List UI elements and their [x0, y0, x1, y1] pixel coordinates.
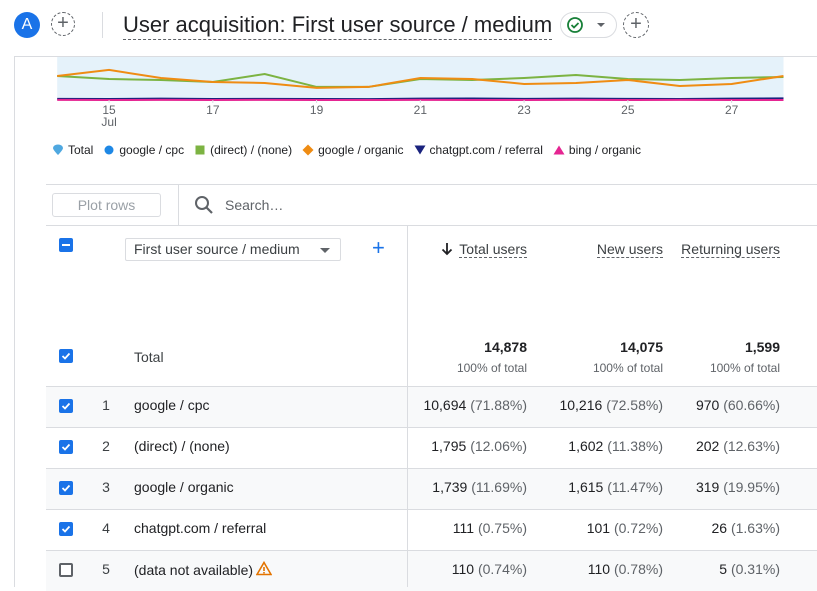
metric-value: 110 — [588, 561, 610, 577]
dimension-label: First user source / medium — [134, 241, 300, 257]
metric-value: 1,615 — [568, 479, 603, 495]
row-name-text: google / organic — [134, 479, 234, 495]
sort-arrow — [441, 242, 453, 256]
metric-cell: 1,615 (11.47%) — [568, 479, 663, 495]
metric-cell: 110 (0.74%) — [452, 561, 527, 577]
total-value: 14,878 — [484, 339, 527, 355]
row-name-text: google / cpc — [134, 397, 210, 413]
row-index: 1 — [94, 397, 118, 413]
metric-share: (12.06%) — [470, 438, 527, 454]
column-header[interactable]: Total users — [417, 239, 527, 259]
add-dimension[interactable]: + — [372, 236, 385, 260]
metric-cell: 1,795 (12.06%) — [431, 438, 527, 454]
caret — [320, 248, 330, 254]
checkbox[interactable] — [59, 238, 73, 252]
metric-share: (0.72%) — [614, 520, 663, 536]
column-title: New users — [597, 241, 663, 258]
row-name: google / organic — [134, 479, 234, 495]
checkbox[interactable] — [59, 399, 73, 413]
metric-cell: 26 (1.63%) — [712, 520, 781, 536]
metric-share: (11.47%) — [607, 479, 663, 495]
checkbox[interactable] — [59, 563, 73, 577]
row-name-text: (direct) / (none) — [134, 438, 230, 454]
metric-share: (72.58%) — [606, 397, 663, 413]
metric-cell: 5 (0.31%) — [719, 561, 780, 577]
checkbox[interactable] — [59, 440, 73, 454]
metric-share: (0.75%) — [478, 520, 527, 536]
column-header[interactable]: Returning users — [670, 239, 780, 259]
checkbox[interactable] — [59, 349, 73, 363]
metric-cell: 10,694 (71.88%) — [423, 397, 527, 413]
metric-value: 970 — [696, 397, 719, 413]
dimension-dropdown[interactable]: First user source / medium — [125, 238, 341, 261]
metric-cell: 1,739 (11.69%) — [432, 479, 527, 495]
metric-cell: 111 (0.75%) — [453, 520, 527, 536]
metric-value: 319 — [696, 479, 719, 495]
metric-cell: 110 (0.78%) — [588, 561, 663, 577]
column-divider — [407, 225, 408, 587]
checkbox[interactable] — [59, 481, 73, 495]
metric-share: (0.78%) — [614, 561, 663, 577]
metric-cell: 319 (19.95%) — [696, 479, 780, 495]
column-header[interactable]: New users — [553, 239, 663, 259]
row-name: chatgpt.com / referral — [134, 520, 266, 536]
row-name: google / cpc — [134, 397, 210, 413]
totals-label: Total — [134, 349, 164, 365]
checkbox[interactable] — [59, 522, 73, 536]
metric-cell: 1,602 (11.38%) — [568, 438, 663, 454]
total-value: 14,075 — [620, 339, 663, 355]
row-index: 5 — [94, 561, 118, 577]
column-title: Total users — [459, 241, 527, 258]
row-index: 3 — [94, 479, 118, 495]
metric-cell: 10,216 (72.58%) — [559, 397, 663, 413]
warning-icon[interactable] — [256, 561, 272, 576]
row-name: (data not available) — [134, 561, 272, 578]
metric-share: (0.31%) — [731, 561, 780, 577]
metric-value: 10,216 — [559, 397, 602, 413]
metric-value: 111 — [453, 520, 474, 536]
column-title: Returning users — [681, 241, 780, 258]
metric-share: (60.66%) — [723, 397, 780, 413]
total-share: 100% of total — [457, 361, 527, 375]
row-name-text: chatgpt.com / referral — [134, 520, 266, 536]
row-name: (direct) / (none) — [134, 438, 230, 454]
total-share: 100% of total — [710, 361, 780, 375]
metric-value: 202 — [696, 438, 719, 454]
metric-value: 26 — [712, 520, 728, 536]
metric-share: (71.88%) — [470, 397, 527, 413]
metric-value: 110 — [452, 561, 474, 577]
metric-value: 1,739 — [432, 479, 467, 495]
metric-value: 1,602 — [568, 438, 603, 454]
total-share: 100% of total — [593, 361, 663, 375]
row-index: 2 — [94, 438, 118, 454]
metric-share: (12.63%) — [723, 438, 780, 454]
metric-share: (0.74%) — [478, 561, 527, 577]
row-index: 4 — [94, 520, 118, 536]
metric-value: 1,795 — [431, 438, 466, 454]
metric-cell: 101 (0.72%) — [587, 520, 663, 536]
metric-value: 10,694 — [423, 397, 466, 413]
total-value: 1,599 — [745, 339, 780, 355]
metric-value: 101 — [587, 520, 610, 536]
metric-share: (11.38%) — [607, 438, 663, 454]
metric-share: (11.69%) — [471, 479, 527, 495]
metric-share: (19.95%) — [723, 479, 780, 495]
row-name-text: (data not available) — [134, 562, 253, 578]
metric-share: (1.63%) — [731, 520, 780, 536]
metric-cell: 970 (60.66%) — [696, 397, 780, 413]
metric-cell: 202 (12.63%) — [696, 438, 780, 454]
metric-value: 5 — [719, 561, 727, 577]
